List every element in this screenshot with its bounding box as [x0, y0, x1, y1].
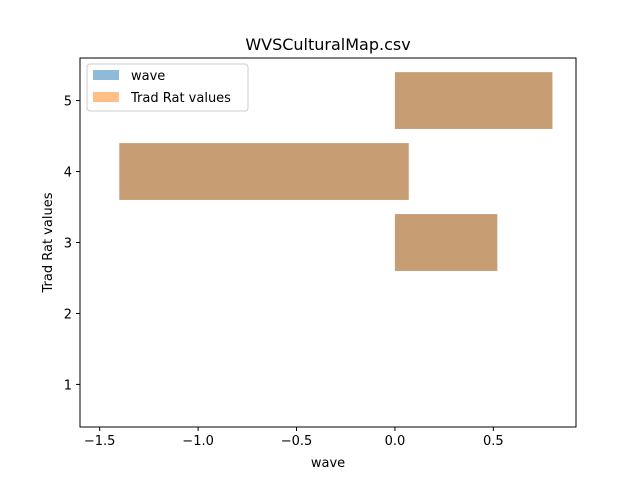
chart-title: WVSCulturalMap.csv — [245, 35, 410, 54]
legend-swatch — [93, 92, 119, 102]
bar-trad-rat-values-5 — [394, 72, 553, 129]
x-tick-label: −0.5 — [281, 434, 313, 449]
legend: wave Trad Rat values — [86, 63, 249, 112]
y-tick-label: 2 — [64, 307, 72, 322]
x-tick-label: 0.0 — [385, 434, 406, 449]
legend-frame — [86, 63, 249, 112]
x-ticks: −1.5 −1.0 −0.5 0.0 0.5 — [84, 427, 504, 449]
legend-label: Trad Rat values — [130, 91, 231, 106]
x-tick-label: −1.0 — [182, 434, 214, 449]
y-tick-label: 3 — [64, 237, 72, 252]
bar-trad-rat-values-4 — [119, 143, 409, 200]
x-tick-label: 0.5 — [483, 434, 504, 449]
y-tick-label: 1 — [64, 378, 72, 393]
y-tick-label: 5 — [64, 95, 72, 110]
y-axis-label: Trad Rat values — [41, 192, 56, 293]
y-ticks: 1 2 3 4 5 — [64, 95, 80, 393]
x-tick-label: −1.5 — [84, 434, 116, 449]
bars-layer — [119, 72, 553, 271]
legend-swatch — [93, 70, 119, 80]
legend-label: wave — [131, 69, 165, 84]
y-tick-label: 4 — [64, 166, 72, 181]
bar-trad-rat-values-3 — [394, 214, 498, 271]
x-axis-label: wave — [311, 456, 345, 471]
